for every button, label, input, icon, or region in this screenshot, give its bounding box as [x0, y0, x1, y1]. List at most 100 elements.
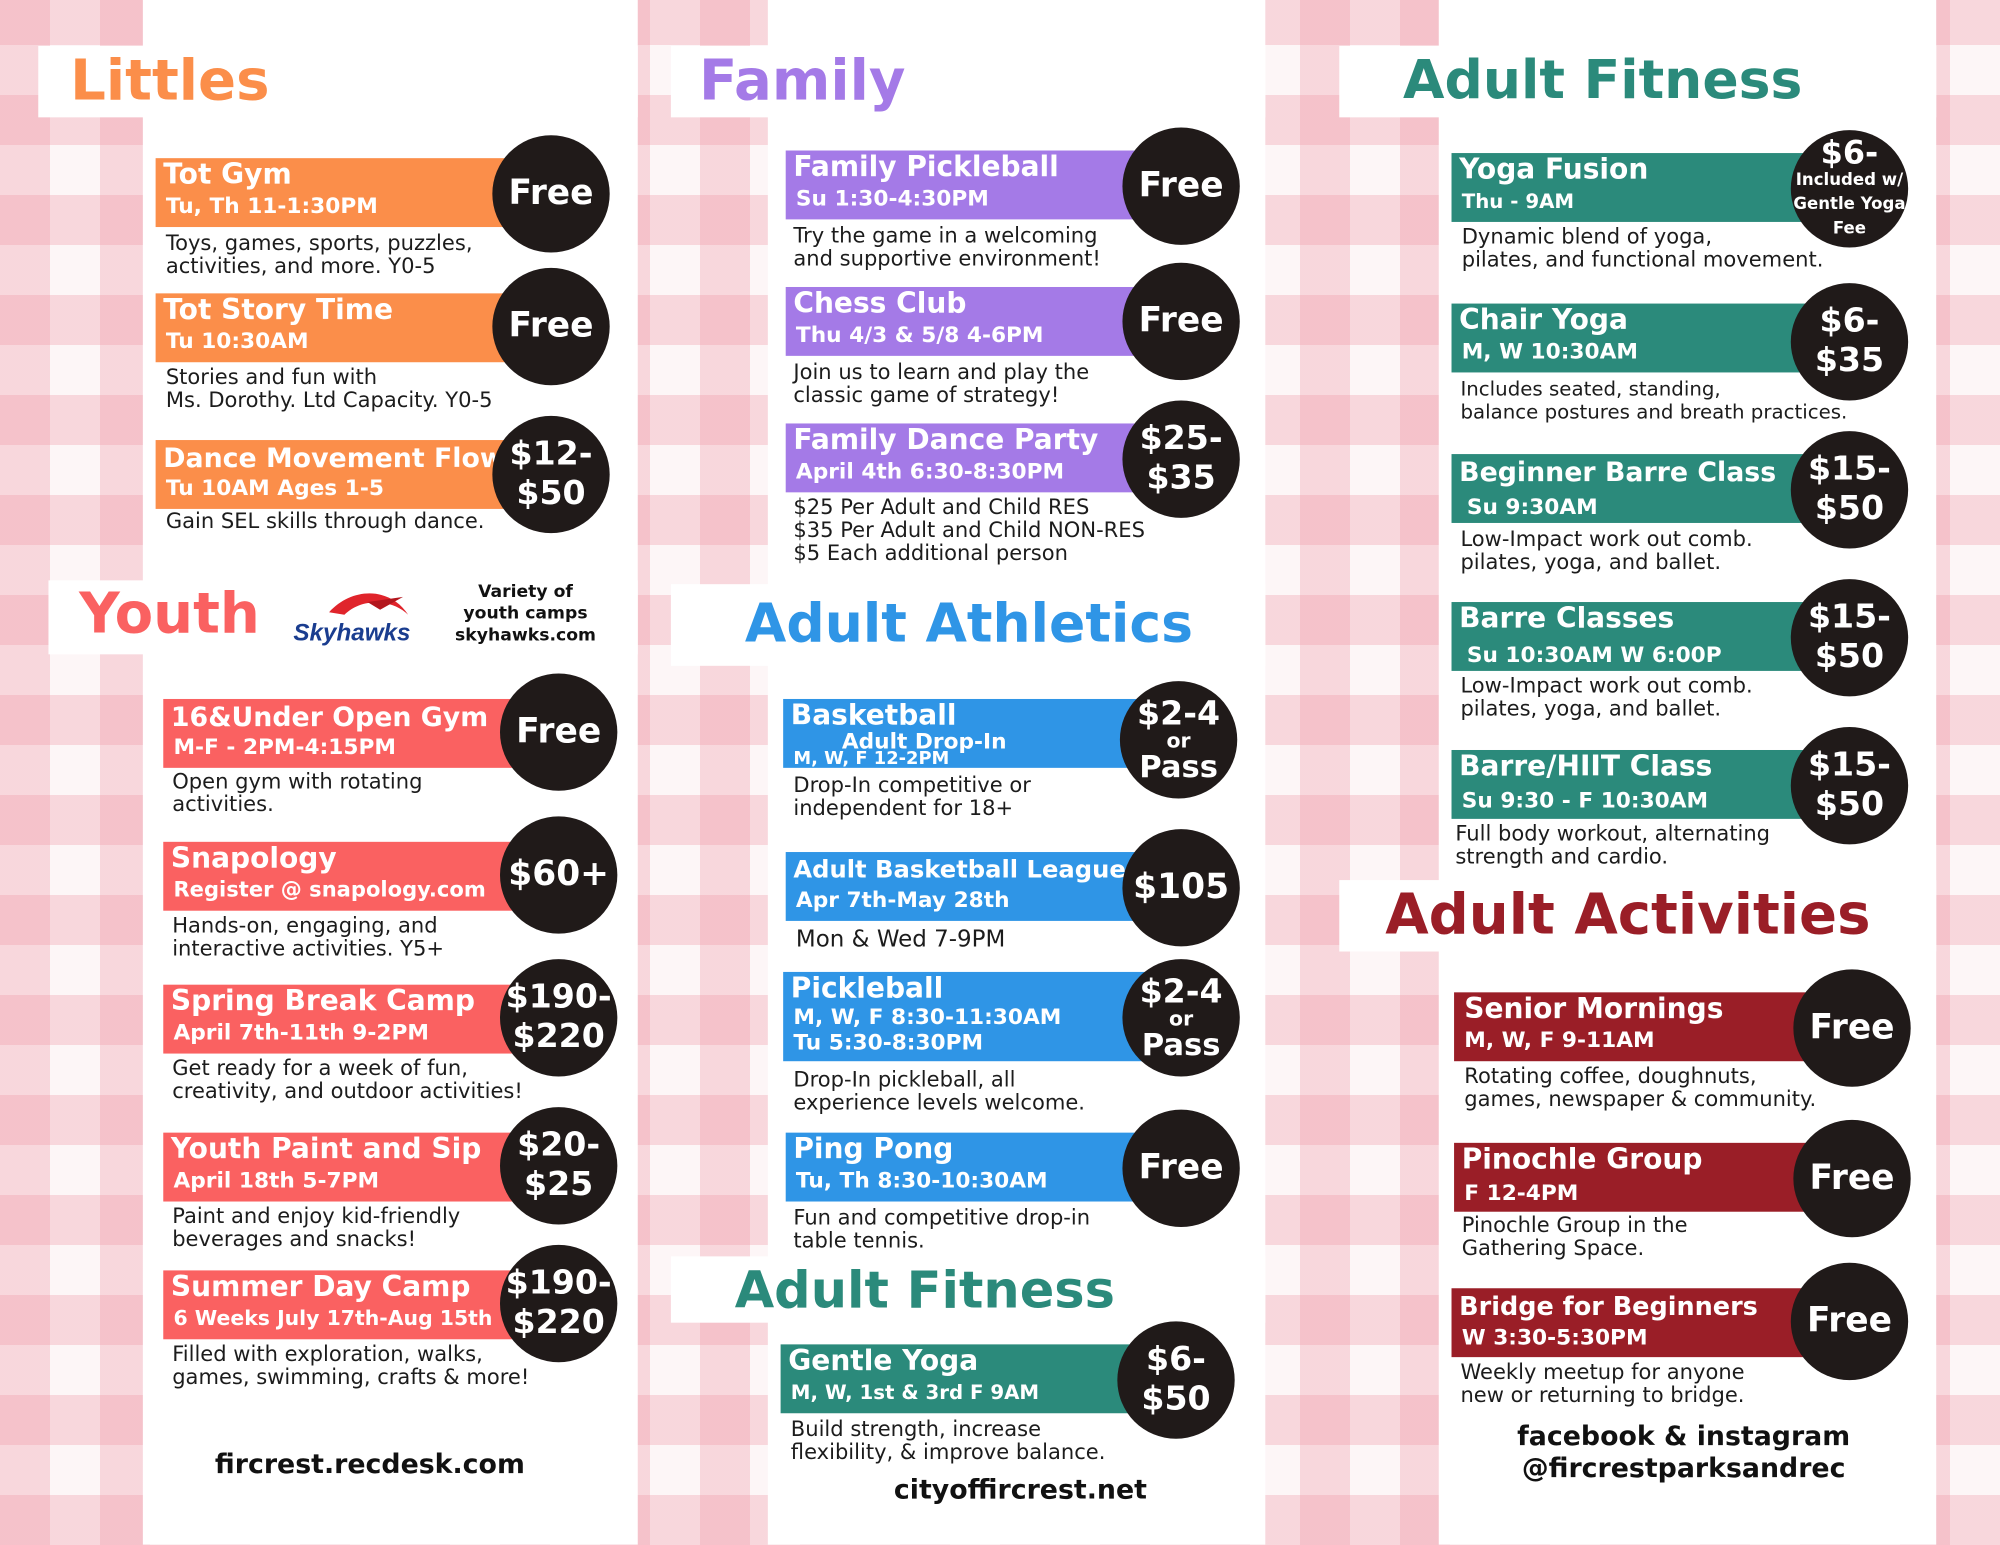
social-media-handle[interactable]: facebook & instagram @fircrestparksandre…: [1517, 1420, 1851, 1484]
program-name: Basketball: [790, 700, 957, 733]
program-name: Summer Day Camp: [170, 1271, 471, 1304]
adult-fitness-heading-strip: [1339, 45, 1937, 118]
price-badge: $60+: [499, 816, 618, 934]
program-name: Bridge for Beginners: [1459, 1290, 1758, 1322]
program-name: Ping Pong: [793, 1133, 954, 1166]
program-schedule: Tu 10:30AM: [165, 329, 309, 355]
recdesk-link[interactable]: fircrest.recdesk.com: [214, 1448, 525, 1480]
gentle-yoga-bar: Gentle Yoga M, W, 1st & 3rd F 9AM: [780, 1344, 1151, 1414]
youth-heading: Youth: [79, 581, 260, 647]
price-badge: Free: [1793, 1119, 1911, 1238]
program-name: Family Pickleball: [793, 151, 1059, 184]
barre-classes-bar: Barre Classes Su 10:30AM W 6:00P: [1451, 602, 1822, 671]
program-description: Stories and fun with Ms. Dorothy. Ltd Ca…: [165, 364, 493, 412]
adult-athletics-heading-strip: [670, 584, 1266, 666]
adult-fitness-middle-heading-strip: [670, 1256, 1266, 1323]
program-name: Family Dance Party: [793, 424, 1099, 457]
program-description: Weekly meetup for anyone new or returnin…: [1460, 1359, 1745, 1407]
program-schedule: April 4th 6:30-8:30PM: [795, 459, 1065, 485]
program-description: Drop-In competitive or independent for 1…: [793, 772, 1031, 821]
program-name: Snapology: [170, 843, 337, 875]
program-schedule: Tu, Th 11-1:30PM: [165, 193, 378, 220]
program-name: Senior Mornings: [1464, 993, 1724, 1026]
price-badge: Free: [1122, 262, 1240, 381]
skyhawks-logo-text: Skyhawks: [293, 619, 410, 646]
family-heading-strip: [670, 45, 1266, 118]
program-schedule: Thu 4/3 & 5/8 4-6PM: [795, 322, 1044, 349]
program-schedule: Tu, Th 8:30-10:30AM: [795, 1168, 1048, 1194]
program-schedule: April 7th-11th 9-2PM: [173, 1020, 429, 1046]
price-badge: $2-4 or Pass: [1119, 681, 1238, 799]
adult-fitness-middle-heading: Adult Fitness: [734, 1261, 1116, 1321]
basketball-bar: Basketball Adult Drop-In M, W, F 12-2PM: [783, 698, 1154, 768]
program-schedule: April 18th 5-7PM: [173, 1168, 380, 1194]
city-website-link[interactable]: cityoffircrest.net: [893, 1474, 1147, 1506]
dance-movement-flow-bar: Dance Movement Flow Tu 10AM Ages 1-5: [155, 440, 526, 509]
program-name: Spring Break Camp: [170, 985, 475, 1018]
basketball-league-bar: Adult Basketball League Apr 7th-May 28th: [785, 852, 1156, 921]
price-badge: $6- $35: [1790, 283, 1909, 401]
price-badge: $15- $50: [1790, 727, 1909, 845]
program-schedule: M, W, 1st & 3rd F 9AM: [790, 1381, 1040, 1405]
price-badge: $190- $220: [499, 1244, 618, 1363]
program-description: Try the game in a welcoming and supporti…: [793, 223, 1101, 271]
pinochle-group-bar: Pinochle Group F 12-4PM: [1454, 1142, 1827, 1212]
price-badge: $12- $50: [492, 415, 610, 534]
pickleball-bar: Pickleball M, W, F 8:30-11:30AM Tu 5:30-…: [783, 971, 1154, 1062]
senior-mornings-bar: Senior Mornings M, W, F 9-11AM: [1454, 992, 1827, 1062]
price-or: or: [1166, 728, 1191, 754]
youth-heading-strip: [48, 580, 638, 655]
price-pass: Pass: [1141, 1026, 1221, 1062]
snapology-bar: Snapology Register @ snapology.com: [163, 841, 534, 911]
summer-day-camp-bar: Summer Day Camp 6 Weeks July 17th-Aug 15…: [163, 1270, 534, 1340]
program-name: Pinochle Group: [1461, 1144, 1703, 1177]
program-name: Barre Classes: [1459, 603, 1675, 636]
program-description: Join us to learn and play the classic ga…: [793, 359, 1090, 407]
program-description: Mon & Wed 7-9PM: [795, 926, 1006, 953]
adult-activities-heading-strip: [1339, 880, 1937, 952]
program-name: Dance Movement Flow: [163, 442, 505, 474]
program-name: Youth Paint and Sip: [170, 1133, 482, 1166]
program-description: Toys, games, sports, puzzles, activities…: [165, 230, 473, 279]
littles-heading-strip: [38, 45, 638, 118]
price-badge: $6- Included w/ Gentle Yoga Fee: [1790, 130, 1909, 248]
ping-pong-bar: Ping Pong Tu, Th 8:30-10:30AM: [785, 1132, 1156, 1202]
adult-athletics-heading: Adult Athletics: [744, 591, 1193, 655]
program-schedule: M, W 10:30AM: [1461, 339, 1638, 365]
price-main: $6-: [1820, 133, 1879, 171]
program-description: Includes seated, standing, balance postu…: [1460, 377, 1848, 424]
program-schedule: W 3:30-5:30PM: [1461, 1325, 1648, 1351]
price-badge: $2-4 or Pass: [1122, 959, 1240, 1077]
family-pickleball-bar: Family Pickleball Su 1:30-4:30PM: [785, 150, 1161, 220]
price-badge: Free: [1790, 1262, 1909, 1381]
program-schedule: M, W, F 9-11AM: [1464, 1028, 1655, 1054]
program-schedule: Tu 10AM Ages 1-5: [165, 475, 384, 502]
program-description: Paint and enjoy kid-friendly beverages a…: [172, 1204, 461, 1252]
tot-gym-bar: Tot Gym Tu, Th 11-1:30PM: [155, 158, 526, 228]
price-badge: $15- $50: [1790, 431, 1909, 549]
adult-fitness-heading: Adult Fitness: [1403, 48, 1803, 111]
price-badge: Free: [492, 135, 610, 253]
program-name: Barre/HIIT Class: [1459, 751, 1713, 784]
barre-hiit-bar: Barre/HIIT Class Su 9:30 - F 10:30AM: [1451, 749, 1822, 819]
program-name: Yoga Fusion: [1459, 154, 1649, 187]
tot-story-time-bar: Tot Story Time Tu 10:30AM: [155, 293, 526, 363]
price-badge: Free: [492, 267, 610, 386]
paint-and-sip-bar: Youth Paint and Sip April 18th 5-7PM: [163, 1132, 534, 1202]
price-range: $2-4: [1137, 695, 1221, 734]
program-schedule: Su 9:30 - F 10:30AM: [1461, 788, 1709, 814]
program-name: Gentle Yoga: [788, 1345, 979, 1378]
price-badge: $20- $25: [499, 1107, 618, 1225]
program-name: Chair Yoga: [1459, 304, 1628, 337]
price-badge: $105: [1122, 829, 1240, 947]
price-range: $2-4: [1139, 973, 1223, 1012]
price-badge: Free: [1122, 1109, 1240, 1228]
price-badge: Free: [1122, 127, 1240, 245]
program-description: Fun and competitive drop-in table tennis…: [793, 1205, 1091, 1253]
program-schedule: Register @ snapology.com: [173, 877, 486, 902]
program-schedule: M, W, F 12-2PM: [793, 749, 950, 768]
beginner-barre-bar: Beginner Barre Class Su 9:30AM: [1451, 454, 1822, 523]
program-description: Gain SEL skills through dance.: [165, 508, 485, 534]
program-description: Open gym with rotating activities.: [172, 769, 423, 817]
program-description: Full body workout, alternating strength …: [1455, 821, 1771, 869]
